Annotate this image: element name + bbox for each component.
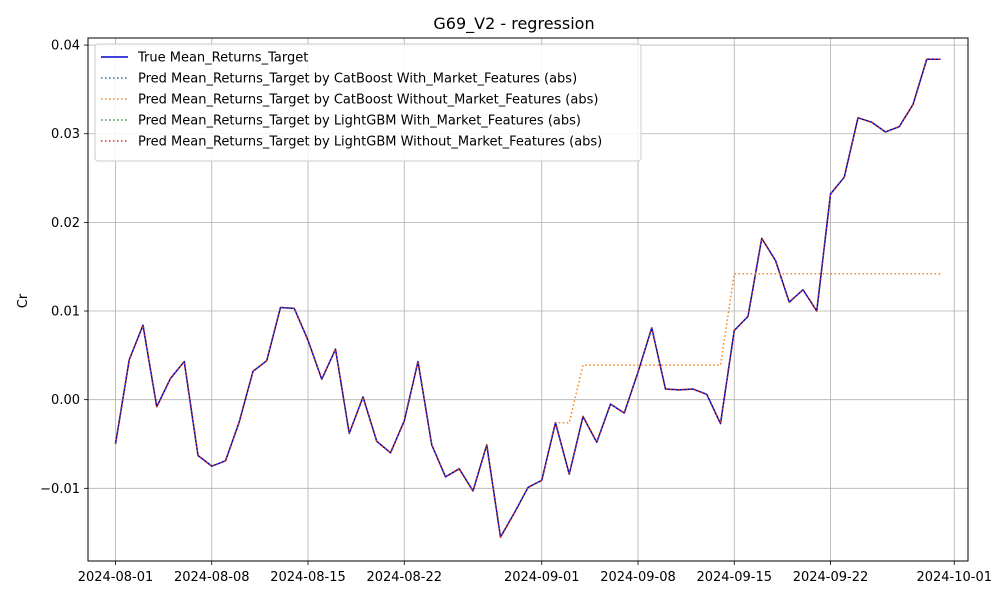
legend-entry-label: Pred Mean_Returns_Target by LightGBM Wit… [138, 135, 602, 150]
y-axis-label: Cr [16, 293, 31, 308]
x-tick-label: 2024-09-08 [600, 570, 676, 585]
y-tick-label: 0.03 [51, 127, 80, 142]
y-tick-label: 0.04 [51, 39, 80, 54]
plot-frame [87, 37, 969, 562]
y-tick-label: 0.01 [51, 305, 80, 320]
x-tick-label: 2024-09-15 [696, 570, 772, 585]
x-tick-label: 2024-10-01 [916, 570, 992, 585]
chart-title: G69_V2 - regression [433, 14, 594, 34]
tick-layer: 2024-08-01 2024-08-08 2024-08-15 2024-08-22… [40, 39, 992, 585]
x-tick-label: 2024-08-15 [270, 570, 346, 585]
legend: True Mean_Returns_Target Pred Mean_Return… [94, 43, 642, 162]
legend-entry-label: True Mean_Returns_Target [137, 51, 308, 66]
legend-entry-label: Pred Mean_Returns_Target by CatBoost Wit… [138, 93, 598, 108]
legend-entry-label: Pred Mean_Returns_Target by LightGBM Wit… [138, 114, 581, 129]
y-tick-label: 0.00 [51, 393, 80, 408]
y-tick-label: −0.01 [40, 482, 80, 497]
legend-box [94, 43, 642, 162]
legend-entry-label: Pred Mean_Returns_Target by CatBoost Wit… [138, 72, 577, 87]
series-line [114, 273, 941, 538]
series-line [114, 58, 941, 538]
x-tick-label: 2024-09-22 [793, 570, 869, 585]
series-layer [114, 58, 941, 538]
x-tick-label: 2024-08-01 [78, 570, 154, 585]
y-tick-label: 0.02 [51, 216, 80, 231]
x-tick-label: 2024-09-01 [504, 570, 580, 585]
x-tick-label: 2024-08-08 [174, 570, 250, 585]
x-tick-label: 2024-08-22 [366, 570, 442, 585]
